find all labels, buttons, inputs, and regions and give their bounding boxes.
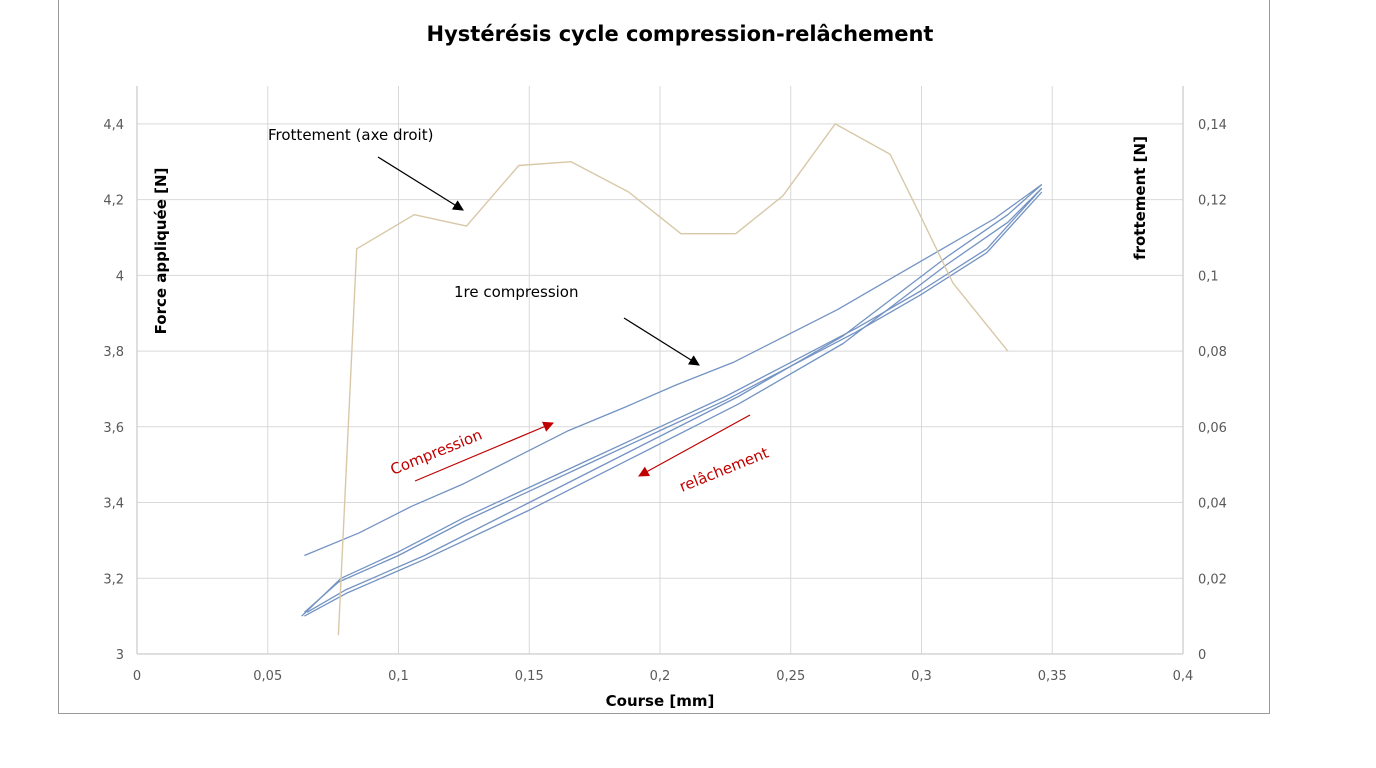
x-tick-label: 0 <box>133 669 141 684</box>
y2-tick-label: 0,08 <box>1198 345 1227 360</box>
friction-series-line <box>337 123 1009 636</box>
chart-frame <box>58 0 1270 714</box>
y2-tick-label: 0,14 <box>1198 118 1227 133</box>
force-series-line-5 <box>306 184 1043 613</box>
y2-tick-label: 0 <box>1198 648 1206 663</box>
force-series-line-1 <box>304 183 1043 557</box>
y2-tick-label: 0,06 <box>1198 421 1227 436</box>
x-tick-label: 0,3 <box>911 669 932 684</box>
x-tick-label: 0,2 <box>650 669 671 684</box>
y2-tick-label: 0,02 <box>1198 572 1227 587</box>
x-tick-label: 0,1 <box>388 669 409 684</box>
friction-annotation-arrow <box>377 156 464 211</box>
chart-title: Hystérésis cycle compression-relâchement <box>427 22 934 46</box>
series-lines <box>301 123 1043 636</box>
y2-tick-label: 0,1 <box>1198 269 1219 284</box>
y-tick-label: 3,2 <box>103 572 124 587</box>
force-series-line-3 <box>303 191 1043 613</box>
x-tick-label: 0,15 <box>515 669 544 684</box>
first-compression-arrow <box>623 317 700 366</box>
force-series-line-4 <box>304 187 1043 617</box>
y-tick-label: 4,4 <box>103 118 124 133</box>
x-tick-label: 0,35 <box>1038 669 1067 684</box>
y-tick-label: 4 <box>116 269 124 284</box>
y-tick-label: 4,2 <box>103 194 124 209</box>
y-tick-label: 3,8 <box>103 345 124 360</box>
release-annotation: relâchement <box>677 444 772 496</box>
friction-annotation: Frottement (axe droit) <box>268 126 433 144</box>
x-axis-title: Course [mm] <box>606 692 715 710</box>
grid-lines <box>137 86 1184 654</box>
axes <box>136 86 1184 655</box>
y-tick-label: 3,6 <box>103 421 124 436</box>
release-arrow <box>638 414 751 477</box>
y-tick-label: 3,4 <box>103 497 124 512</box>
y-axis-title: Force appliquée [N] <box>152 168 170 335</box>
tick-labels: 0 0,05 0,1 0,15 0,2 0,25 0,3 0,35 0,4 3 3,2 3,4 3,6 3… <box>103 118 1227 684</box>
compression-annotation: Compression <box>388 426 485 479</box>
x-tick-label: 0,4 <box>1173 669 1194 684</box>
x-tick-label: 0,25 <box>776 669 805 684</box>
force-series-line-2 <box>301 187 1043 617</box>
y2-tick-label: 0,04 <box>1198 497 1227 512</box>
compression-arrow <box>414 421 554 482</box>
y2-axis-title: frottement [N] <box>1131 136 1149 260</box>
y2-tick-label: 0,12 <box>1198 194 1227 209</box>
x-tick-label: 0,05 <box>253 669 282 684</box>
first-compression-annotation: 1re compression <box>454 283 578 301</box>
y-tick-label: 3 <box>116 648 124 663</box>
